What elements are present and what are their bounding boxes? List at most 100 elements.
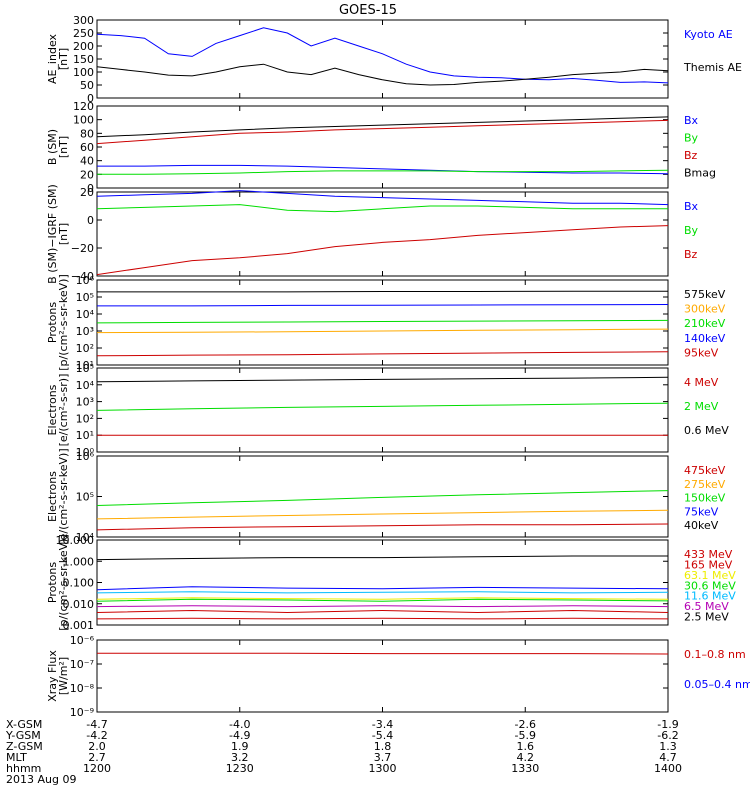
series-line (96, 609, 669, 614)
legend-entry: 4 MeV (684, 376, 719, 389)
y-tick-label: 40 (80, 155, 94, 168)
legend-entry: 2.5 MeV (684, 611, 729, 624)
footer-row-label: Y-GSM (5, 729, 41, 742)
y-tick-label: 10⁵ (76, 491, 94, 504)
y-tick-label: 10² (76, 342, 94, 355)
panel-frame (96, 639, 669, 713)
series-line (97, 304, 669, 307)
series-line (96, 204, 668, 213)
y-axis-label: [nT] (57, 48, 70, 70)
series-line (96, 555, 668, 561)
legend-entry: 475keV (684, 464, 726, 477)
legend-entry: 210keV (684, 317, 726, 330)
y-tick-label: 10⁵ (76, 362, 94, 375)
y-tick-label: 10¹ (76, 359, 94, 372)
legend-entry: 140keV (684, 332, 726, 345)
panel-electrons2: 10⁴ 10⁵ 10⁶ Electrons[e/(cm²-s-sr-keV)] 475k… (46, 448, 726, 544)
series-line (96, 586, 669, 591)
panel-protons1: 10¹ 10² 10³ 10⁴ 10⁵ 10⁶ Protons[p/(cm²-s-sr-ke… (46, 274, 726, 372)
legend-entry: 0.05–0.4 nm (684, 678, 750, 691)
legend-entry: Bmag (684, 167, 716, 180)
y-axis-label: [e/(cm²-s-sr-keV)] (57, 448, 70, 544)
y-tick-label: 10² (76, 412, 94, 425)
footer-row-label: MLT (6, 751, 27, 764)
y-axis-label: Xray Flux (46, 650, 59, 702)
series-line (96, 351, 669, 357)
y-tick-label: 10⁶ (76, 450, 95, 463)
series-line (96, 319, 669, 324)
y-tick-label: 20 (80, 168, 94, 181)
series-line (96, 605, 669, 608)
y-tick-label: 10⁰ (76, 446, 95, 459)
y-tick-label: −20 (71, 242, 94, 255)
y-tick-label: 0 (87, 214, 94, 227)
footer-value: 3.7 (374, 751, 392, 764)
footer-value: -1.9 (657, 718, 678, 731)
footer-value: 1.9 (231, 740, 249, 753)
legend-entry: 0.6 MeV (684, 424, 729, 437)
legend-entry: Bx (684, 200, 699, 213)
series-line (96, 597, 669, 600)
footer-value: 1.8 (374, 740, 392, 753)
y-tick-label: 10⁶ (76, 274, 95, 287)
legend-entry: 2 MeV (684, 400, 719, 413)
y-tick-label: 10¹ (76, 429, 94, 442)
series-line (97, 169, 669, 175)
panel-protons2: 0.001 0.010 0.100 1.000 10.000 Protons[p/(cm²… (46, 534, 736, 632)
footer-value: -4.7 (86, 718, 107, 731)
legend-entry: 0.1–0.8 nm (684, 648, 746, 661)
y-tick-label: 0 (87, 182, 94, 195)
y-tick-label: 10⁻⁶ (70, 634, 95, 647)
panel-electrons1: 10⁰ 10¹ 10² 10³ 10⁴ 10⁵ Electrons[e/(cm²-s-sr)… (46, 362, 729, 459)
legend-entry: Bz (684, 149, 698, 162)
legend-entry: 275keV (684, 478, 726, 491)
footer-row-label: Z-GSM (6, 740, 43, 753)
legend-entry: 11.6 MeV (684, 590, 736, 603)
y-axis-label: Protons (46, 302, 59, 343)
y-axis-label: [p/(cm²-s-sr-keV)] (57, 274, 70, 371)
series-line (96, 523, 669, 531)
y-tick-label: 10.000 (56, 534, 95, 547)
legend-entry: Themis AE (683, 61, 742, 74)
y-tick-label: 10⁴ (76, 379, 95, 392)
y-tick-label: 10⁻⁷ (70, 658, 94, 671)
y-tick-label: 0.010 (63, 598, 95, 611)
y-tick-label: −40 (71, 270, 94, 283)
legend-entry: 433 MeV (684, 548, 733, 561)
series-line (96, 598, 669, 602)
y-tick-label: 10⁴ (76, 531, 95, 544)
panel-frame (96, 19, 669, 99)
legend-entry: 165 MeV (684, 558, 733, 571)
footer-value: 1230 (226, 762, 254, 775)
y-axis-label: [nT] (57, 136, 70, 158)
series-line (97, 164, 669, 175)
legend-entry: By (684, 224, 699, 237)
legend-entry: 30.6 MeV (684, 579, 736, 592)
footer-row-label: hhmm (6, 762, 41, 775)
y-tick-label: 100 (73, 66, 94, 79)
footer-value: -4.2 (86, 729, 107, 742)
y-tick-label: 60 (80, 141, 94, 154)
series-line (97, 290, 668, 293)
y-axis-label: [W/m²] (57, 657, 70, 695)
series-line (96, 490, 669, 506)
footer-value: 4.7 (659, 751, 677, 764)
legend-entry: 150keV (684, 492, 726, 505)
footer-value: -4.9 (229, 729, 250, 742)
series-line (96, 63, 669, 86)
legend-entry: 575keV (684, 288, 726, 301)
legend-entry: Bx (684, 114, 699, 127)
legend-entry: 95keV (684, 346, 719, 359)
y-axis-label: [nT] (57, 223, 70, 245)
series-line (96, 591, 669, 594)
footer-value: 2.7 (88, 751, 106, 764)
footer-value: 1400 (654, 762, 682, 775)
series-line (96, 27, 669, 84)
footer-value: 1.6 (517, 740, 535, 753)
series-line (96, 190, 669, 206)
y-tick-label: 20 (80, 186, 94, 199)
legend-entry: 63.1 MeV (684, 569, 736, 582)
y-tick-label: 10⁻⁸ (70, 682, 95, 695)
